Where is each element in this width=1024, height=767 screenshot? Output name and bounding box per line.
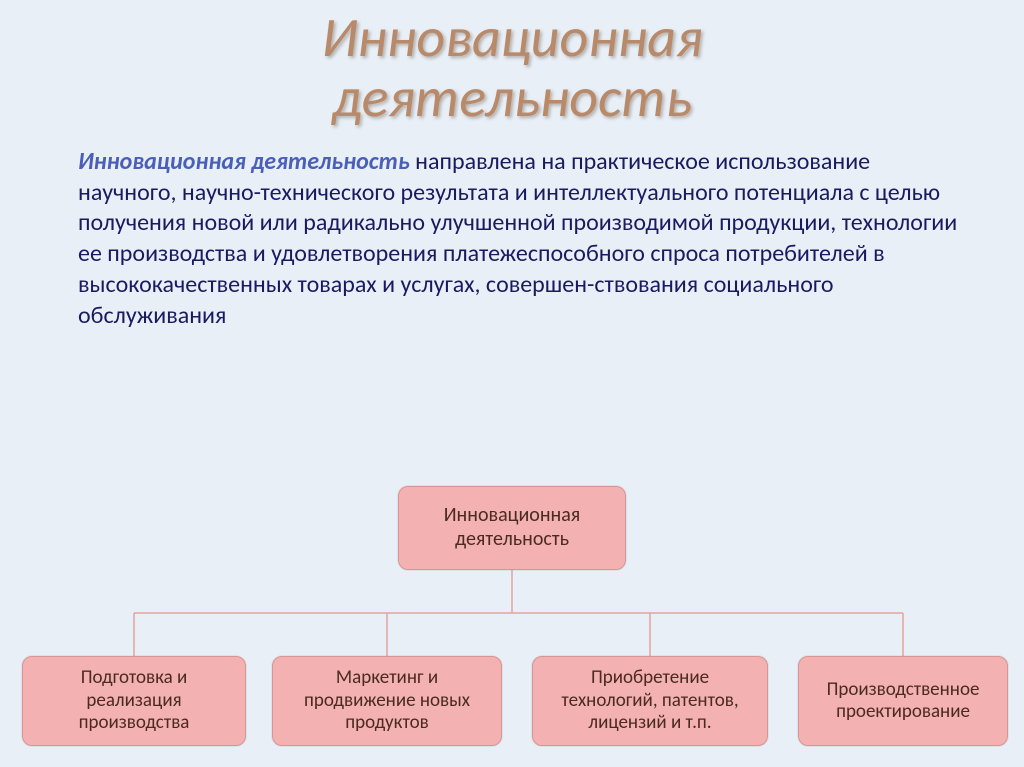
org-child-node-2: Приобретение технологий, патентов, лицен… <box>532 656 768 746</box>
org-root-node: Инновационная деятельность <box>398 486 626 570</box>
title-line-2: деятельность <box>332 64 692 132</box>
slide-title: Инновационная деятельность <box>0 0 1024 129</box>
description-lead: Инновационная деятельность <box>78 147 410 176</box>
org-child-node-1: Маркетинг и продвижение новых продуктов <box>272 656 502 746</box>
org-child-node-3: Производственное проектирование <box>798 656 1008 746</box>
org-chart: Инновационная деятельность Подготовка и р… <box>0 486 1024 766</box>
description-paragraph: Инновационная деятельность направлена на… <box>0 129 1024 331</box>
org-child-node-0: Подготовка и реализация производства <box>22 656 246 746</box>
title-line-1: Инновационная <box>321 4 702 72</box>
